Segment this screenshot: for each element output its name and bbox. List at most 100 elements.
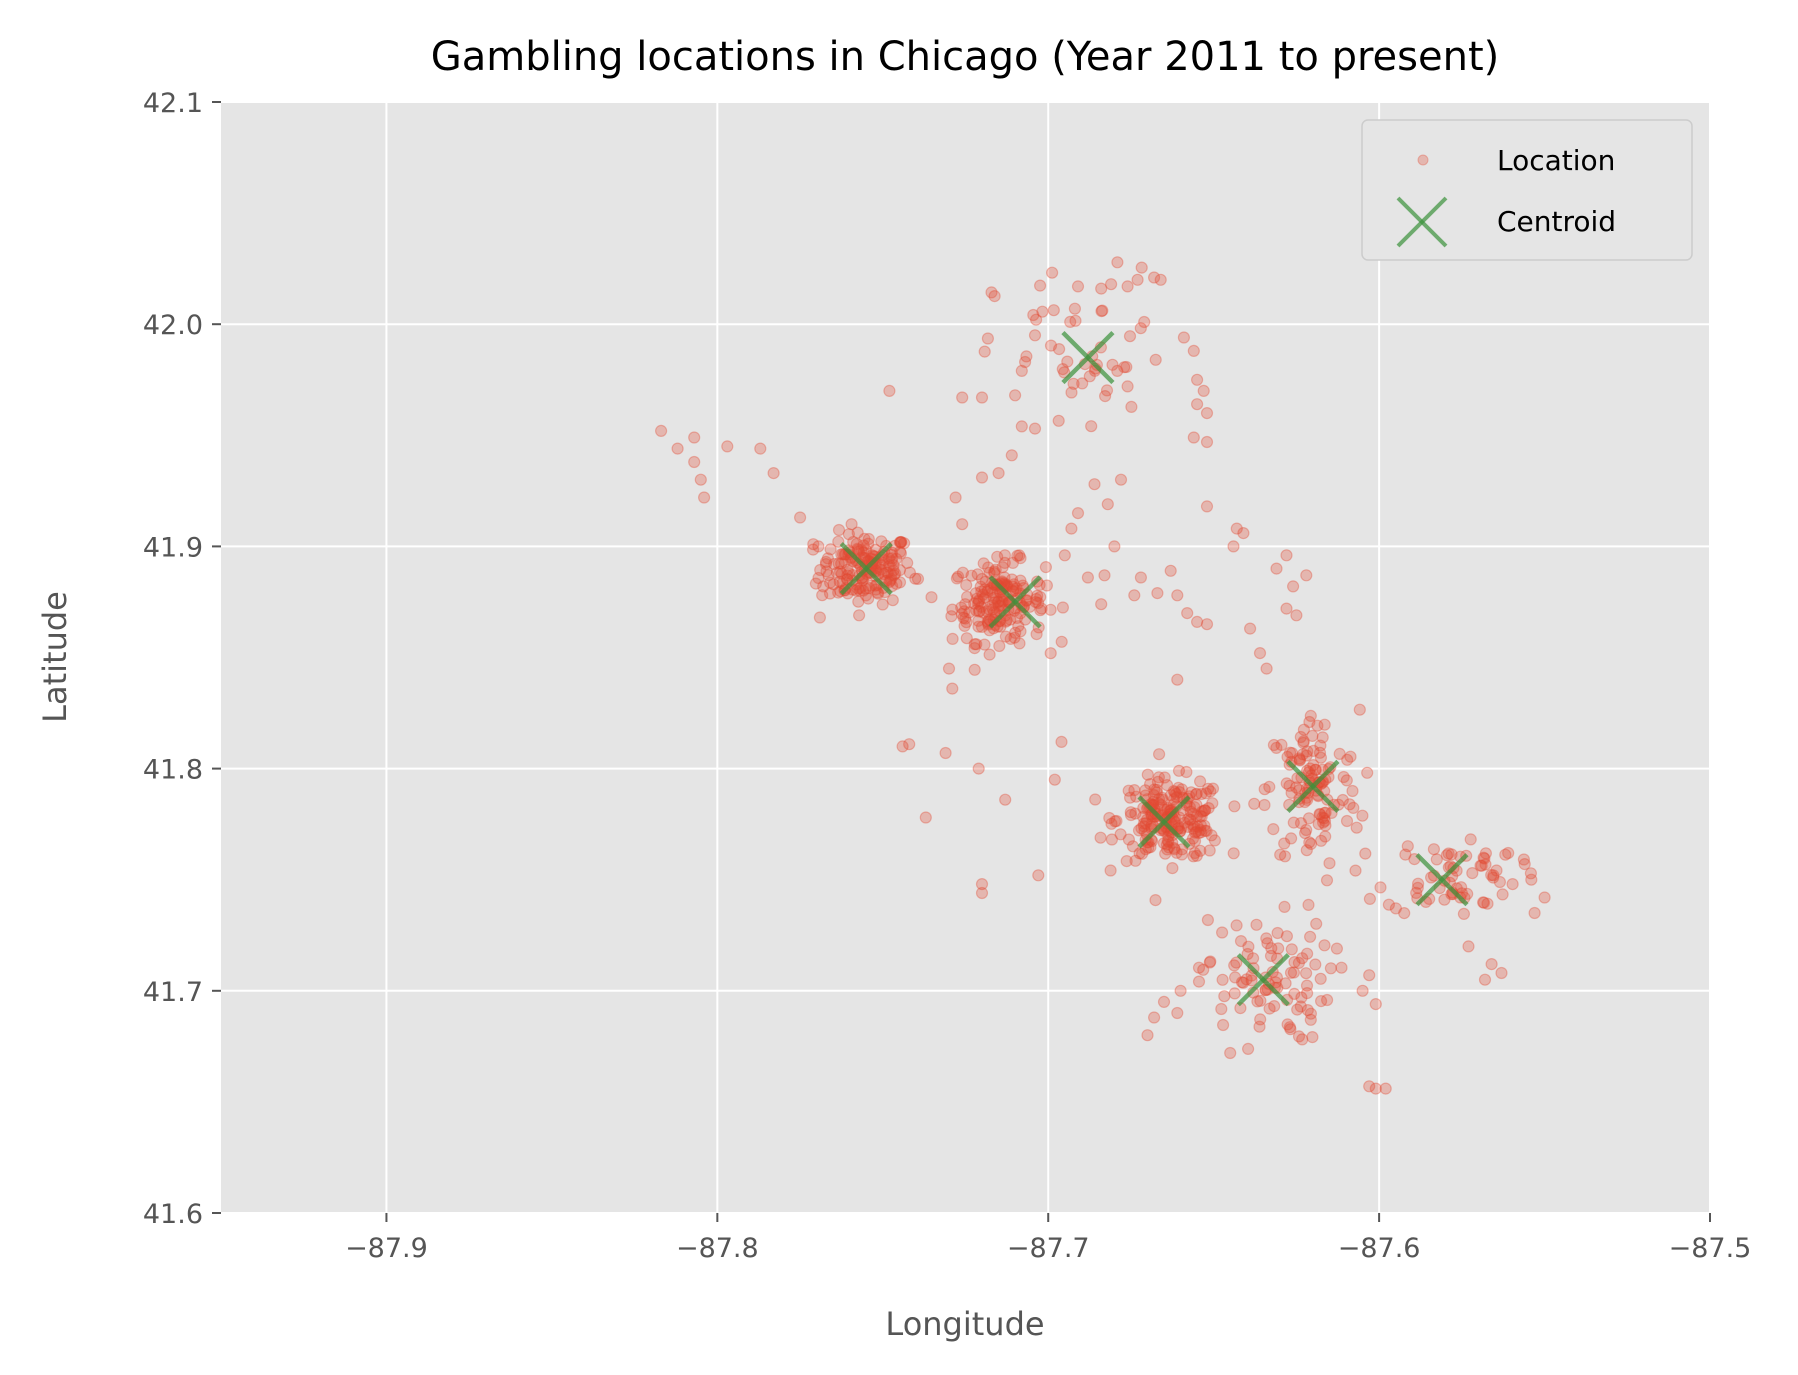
location-point	[971, 597, 985, 610]
location-point	[889, 567, 902, 580]
location-point	[1129, 807, 1142, 820]
location-point	[999, 793, 1012, 806]
location-point	[1124, 808, 1138, 822]
location-point	[1285, 943, 1298, 956]
location-point	[1034, 604, 1047, 617]
location-point	[977, 606, 990, 619]
location-point	[841, 569, 854, 582]
location-point	[979, 591, 992, 604]
location-point	[862, 592, 875, 605]
location-point	[983, 566, 996, 579]
location-point	[1316, 731, 1329, 744]
location-point	[1014, 574, 1027, 587]
location-point	[1293, 783, 1306, 797]
location-point	[1283, 779, 1296, 792]
location-point	[1190, 810, 1203, 823]
location-point	[897, 537, 911, 550]
location-point	[1309, 763, 1322, 776]
location-point	[1114, 473, 1128, 486]
location-point	[1139, 817, 1153, 830]
location-point	[1216, 1018, 1230, 1032]
location-point	[1135, 847, 1149, 860]
centroid-marker	[1415, 853, 1469, 907]
location-point	[1304, 837, 1318, 851]
location-point	[981, 332, 995, 345]
location-point	[876, 556, 889, 570]
location-point	[991, 595, 1005, 609]
location-point	[1145, 817, 1159, 830]
location-point	[1154, 273, 1167, 286]
location-point	[1018, 355, 1032, 369]
location-point	[1200, 500, 1214, 513]
location-point	[836, 548, 850, 561]
location-point	[1278, 837, 1291, 850]
location-point	[1056, 363, 1069, 376]
centroid-markers	[839, 330, 1469, 1007]
location-point	[1186, 818, 1199, 831]
location-point	[835, 567, 848, 580]
location-point	[1134, 571, 1148, 584]
location-point	[1311, 719, 1324, 732]
location-point	[1032, 869, 1045, 882]
location-point	[857, 584, 870, 597]
location-point	[1004, 632, 1017, 646]
location-point	[1270, 741, 1283, 755]
location-point	[1096, 304, 1109, 317]
location-point	[979, 575, 992, 588]
location-point	[1281, 1018, 1294, 1031]
location-point	[1076, 377, 1089, 390]
location-point	[994, 599, 1007, 612]
location-point	[1171, 589, 1184, 602]
location-point	[1461, 887, 1474, 901]
location-point	[1319, 830, 1332, 843]
location-point	[1297, 735, 1310, 748]
location-point	[1040, 579, 1054, 592]
location-point	[1280, 777, 1293, 790]
x-tick-label: −87.8	[676, 1233, 759, 1264]
location-point	[971, 568, 984, 581]
location-point	[1399, 848, 1412, 861]
location-point	[1190, 373, 1204, 386]
location-point	[851, 542, 864, 555]
location-point	[893, 545, 907, 558]
x-tick-label: −87.5	[1669, 1233, 1752, 1264]
location-point	[874, 563, 887, 576]
location-point	[882, 552, 896, 565]
x-tick-label: −87.9	[345, 1233, 428, 1264]
location-point	[823, 576, 837, 589]
y-tick-label: 41.8	[143, 755, 203, 786]
location-point	[832, 523, 846, 537]
location-point	[1118, 361, 1131, 374]
location-point	[1297, 723, 1311, 736]
location-point	[1250, 918, 1263, 931]
y-axis-ticks: 41.6 41.7 41.8 41.9 42.0 42.1	[143, 88, 221, 1230]
location-point	[983, 648, 996, 661]
location-point	[1031, 596, 1045, 610]
location-point	[1319, 819, 1332, 832]
location-point	[956, 391, 969, 404]
location-point	[814, 563, 827, 577]
location-point	[1493, 875, 1507, 889]
location-point	[1151, 586, 1164, 600]
location-point	[1293, 753, 1306, 766]
location-point	[1180, 765, 1193, 779]
location-point	[887, 559, 900, 572]
location-point	[1293, 752, 1306, 765]
location-point	[970, 638, 983, 651]
location-point	[1336, 793, 1349, 807]
location-point	[1318, 939, 1331, 952]
location-point	[1228, 959, 1241, 972]
location-point	[1274, 848, 1287, 861]
location-point	[858, 532, 871, 546]
location-point	[1152, 797, 1166, 810]
location-point	[1290, 781, 1303, 794]
location-point	[978, 638, 991, 651]
location-point	[1143, 777, 1157, 791]
location-point	[989, 563, 1002, 576]
location-point	[896, 740, 909, 753]
location-point	[1316, 816, 1330, 829]
location-point	[767, 467, 780, 480]
location-point	[1121, 280, 1134, 293]
location-point	[1264, 949, 1278, 963]
